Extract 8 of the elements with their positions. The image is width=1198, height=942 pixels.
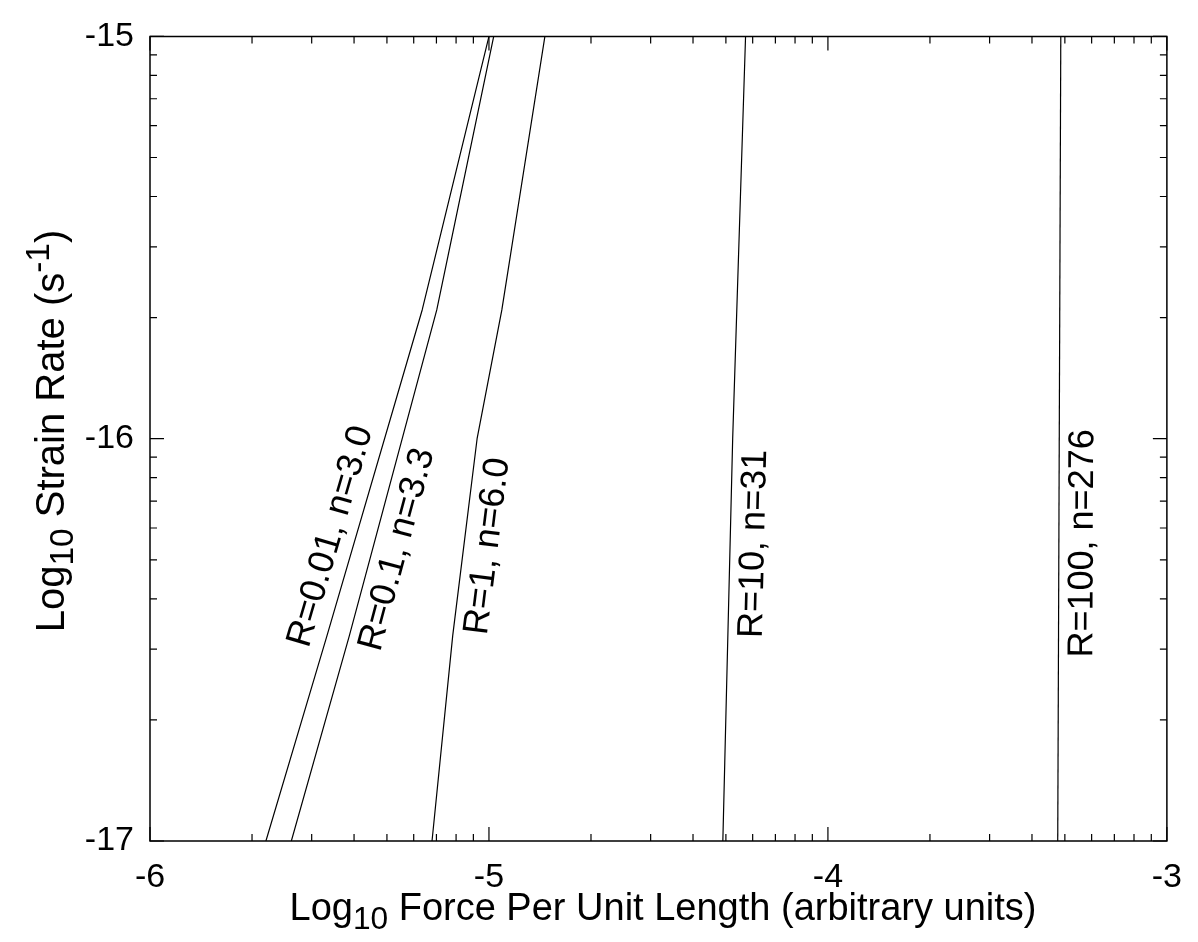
text: R=10, n=31 bbox=[728, 449, 775, 639]
x-tick-label: -6 bbox=[134, 855, 166, 894]
x-tick-label: -3 bbox=[1151, 855, 1182, 894]
y-tick-label: -17 bbox=[84, 819, 134, 858]
y-tick-label: -15 bbox=[84, 14, 134, 53]
legend-label: R=100, n=276 bbox=[1059, 429, 1102, 658]
text: R=1, n=6.0 bbox=[454, 455, 517, 637]
y-tick-label: -16 bbox=[84, 417, 134, 456]
